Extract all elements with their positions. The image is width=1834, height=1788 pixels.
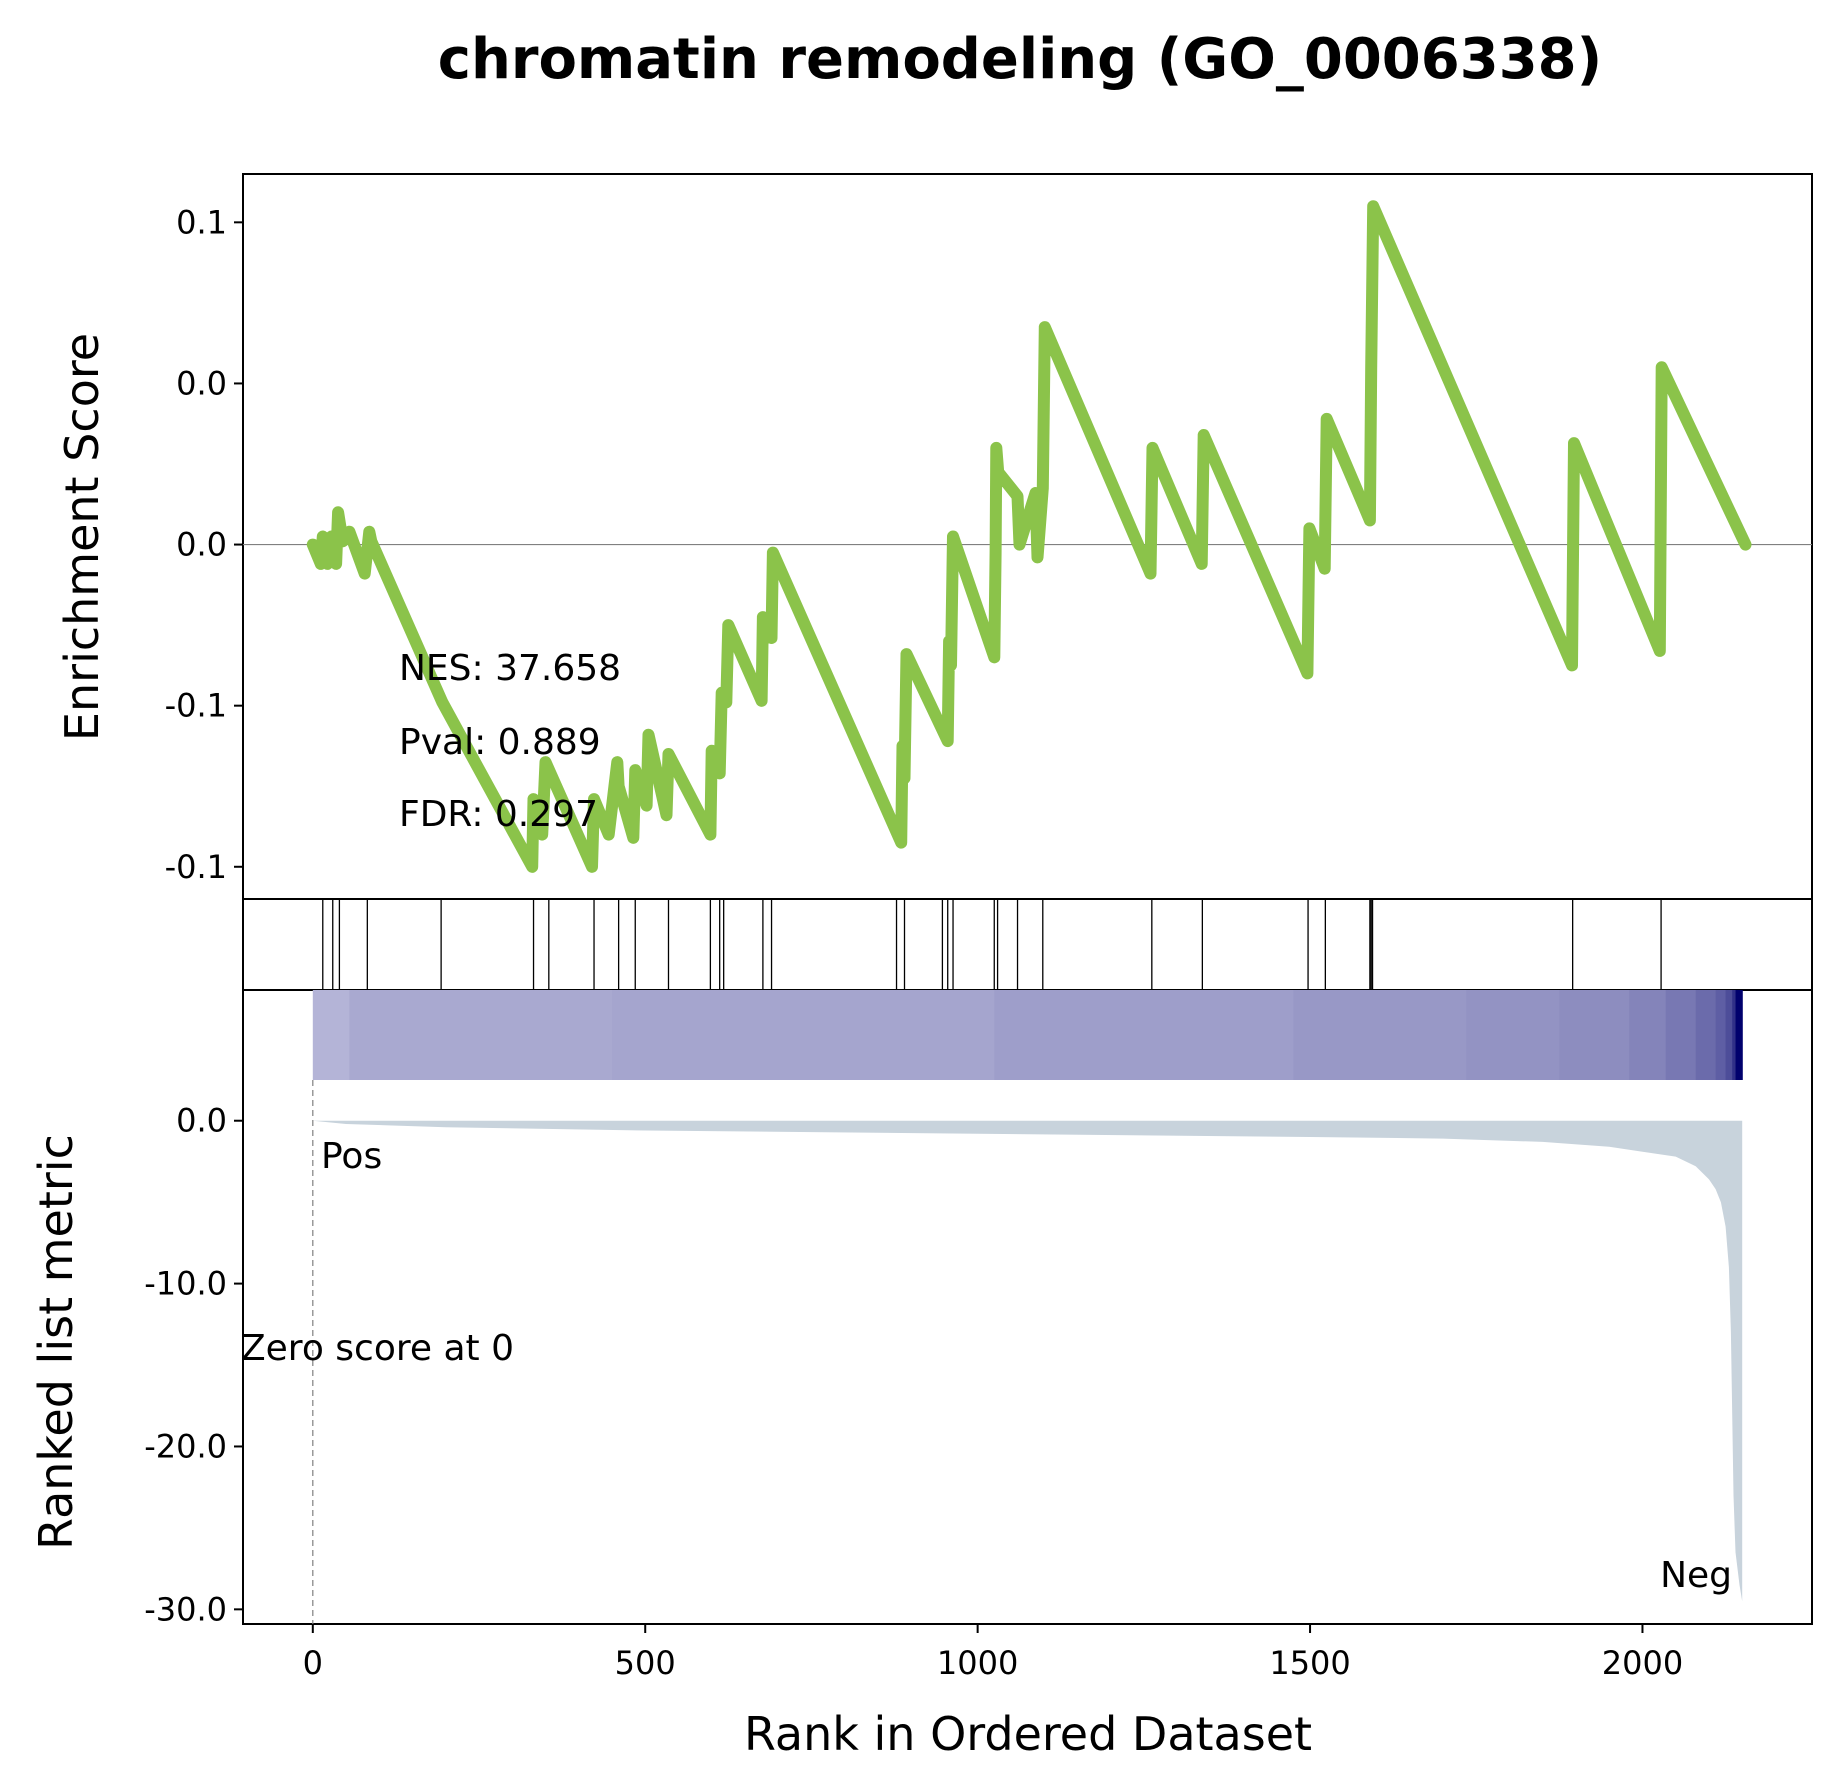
heatmap-cell [1665, 990, 1697, 1080]
heatmap-cell [1695, 990, 1717, 1080]
heatmap-cell [1725, 990, 1733, 1080]
chart-title: chromatin remodeling (GO_0006338) [438, 27, 1602, 92]
heatmap-cell [1715, 990, 1727, 1080]
metric-y-axis-label: Ranked list metric [29, 1134, 83, 1550]
es-y-axis-label: Enrichment Score [55, 333, 109, 741]
es-y-tick-label: -0.1 [165, 848, 227, 886]
hit-marks [322, 899, 1662, 990]
heatmap-cell [1629, 990, 1667, 1080]
zero-score-label: Zero score at 0 [241, 1328, 514, 1369]
x-axis-ticks: 0 500 1000 1500 2000 [303, 1624, 1683, 1682]
fdr-label: FDR: 0.297 [399, 794, 598, 835]
heatmap-cell [1735, 990, 1743, 1080]
es-y-tick-label: 0.1 [176, 203, 227, 241]
metric-y-tick-label: -30.0 [144, 1590, 227, 1628]
es-y-tick-label: -0.1 [165, 687, 227, 725]
es-line [306, 200, 1752, 873]
pval-label: Pval: 0.889 [399, 722, 601, 763]
x-tick-label: 2000 [1602, 1644, 1683, 1682]
metric-y-tick-label: -10.0 [144, 1265, 227, 1303]
metric-panel-frame [242, 989, 1813, 1625]
heatmap-cell [312, 990, 350, 1080]
heatmap-cell [1559, 990, 1630, 1080]
heatmap-cell [611, 990, 995, 1080]
metric-y-ticks: 0.0 -10.0 -20.0 -30.0 [144, 1102, 243, 1628]
metric-panel: 0.0 -10.0 -20.0 -30.0 Ranked list metric Po… [29, 989, 1813, 1628]
metric-y-tick-label: 0.0 [176, 1102, 227, 1140]
heatmap-cell [349, 990, 613, 1080]
metric-y-tick-label: -20.0 [144, 1427, 227, 1465]
metric-area [312, 1120, 1743, 1602]
heatmap-cell [1466, 990, 1560, 1080]
pos-label: Pos [321, 1136, 382, 1177]
heatmap-cell [994, 990, 1295, 1080]
es-y-tick-label: 0.0 [176, 526, 227, 564]
es-panel: 0.1 0.0 0.0 -0.1 -0.1 Enrichment Score NES: … [55, 173, 1813, 900]
es-y-ticks: 0.1 0.0 0.0 -0.1 -0.1 [165, 203, 243, 886]
x-tick-label: 0 [303, 1644, 323, 1682]
heatmap-cell [1293, 990, 1467, 1080]
rank-heatmap [312, 990, 1743, 1080]
x-tick-label: 1000 [937, 1644, 1018, 1682]
neg-label: Neg [1660, 1555, 1732, 1596]
nes-label: NES: 37.658 [399, 648, 621, 689]
es-y-tick-label: 0.0 [176, 364, 227, 402]
x-tick-label: 500 [615, 1644, 676, 1682]
x-tick-label: 1500 [1269, 1644, 1350, 1682]
hits-panel-frame [242, 898, 1813, 991]
x-axis-label: Rank in Ordered Dataset [744, 1707, 1312, 1761]
heatmap-cell [1732, 990, 1737, 1080]
hits-panel [242, 898, 1813, 991]
